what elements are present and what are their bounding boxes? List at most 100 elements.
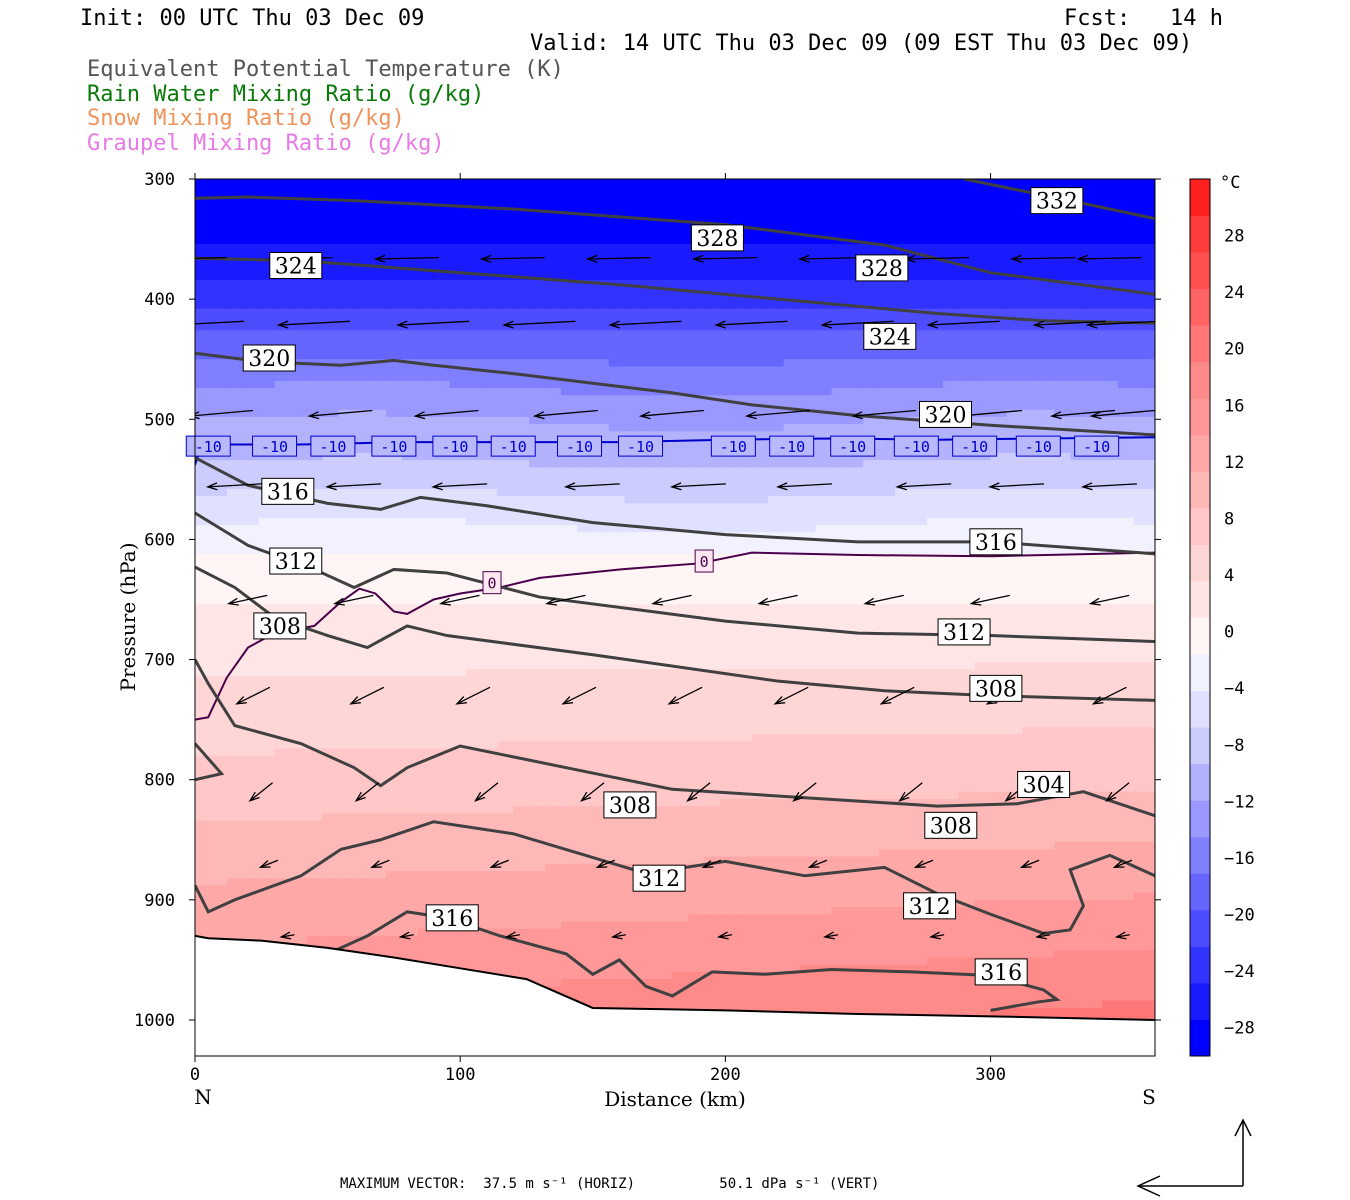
temperature-cell bbox=[942, 481, 960, 490]
temperature-cell bbox=[1006, 323, 1024, 331]
temperature-cell bbox=[417, 481, 435, 490]
temperature-cell bbox=[449, 215, 467, 223]
temperature-cell bbox=[529, 380, 546, 389]
temperature-cell bbox=[274, 589, 292, 598]
temperature-cell bbox=[545, 243, 562, 252]
temperature-cell bbox=[322, 762, 339, 771]
temperature-cell bbox=[306, 647, 323, 656]
temperature-cell bbox=[513, 294, 530, 303]
temperature-cell bbox=[974, 726, 992, 735]
temperature-cell bbox=[974, 229, 992, 238]
temperature-cell bbox=[401, 279, 419, 288]
temperature-cell bbox=[656, 236, 673, 245]
temperature-cell bbox=[1086, 568, 1103, 577]
temperature-cell bbox=[354, 395, 371, 404]
temperature-cell bbox=[720, 258, 737, 267]
temperature-cell bbox=[783, 373, 801, 382]
temperature-cell bbox=[560, 712, 578, 721]
temperature-cell bbox=[1022, 279, 1039, 288]
temperature-cell bbox=[624, 294, 642, 303]
temperature-cell bbox=[735, 755, 753, 764]
temperature-cell bbox=[879, 611, 896, 620]
temperature-cell bbox=[1006, 589, 1024, 598]
temperature-cell bbox=[592, 323, 610, 331]
temperature-cell bbox=[608, 452, 626, 461]
temperature-cell bbox=[799, 193, 817, 202]
temperature-cell bbox=[672, 582, 689, 591]
temperature-cell bbox=[704, 748, 721, 757]
temperature-cell bbox=[640, 719, 658, 728]
temperature-cell bbox=[195, 517, 212, 526]
temperature-cell bbox=[751, 633, 769, 641]
temperature-cell bbox=[990, 748, 1008, 757]
temperature-cell bbox=[576, 633, 594, 641]
temperature-cell bbox=[465, 474, 483, 483]
temperature-cell bbox=[290, 647, 307, 656]
temperature-cell bbox=[990, 640, 1008, 649]
temperature-cell bbox=[433, 251, 451, 259]
temperature-cell bbox=[640, 661, 658, 670]
temperature-cell bbox=[465, 315, 483, 324]
temperature-cell bbox=[1117, 351, 1135, 360]
temperature-cell bbox=[354, 589, 371, 598]
temperature-cell bbox=[1086, 388, 1103, 396]
temperature-cell bbox=[433, 186, 451, 195]
temperature-cell bbox=[322, 351, 339, 360]
temperature-cell bbox=[911, 359, 928, 368]
temperature-cell bbox=[370, 373, 387, 382]
temperature-cell bbox=[274, 315, 292, 324]
temperature-cell bbox=[863, 186, 880, 195]
temperature-cell bbox=[497, 287, 514, 295]
temperature-cell bbox=[242, 388, 260, 396]
temperature-cell bbox=[799, 215, 817, 223]
temperature-cell bbox=[799, 488, 817, 497]
temperature-cell bbox=[465, 524, 483, 533]
temperature-cell bbox=[545, 388, 562, 396]
temperature-cell bbox=[783, 265, 801, 274]
temperature-cell bbox=[640, 604, 658, 613]
temperature-fill bbox=[195, 179, 1155, 1056]
temperature-cell bbox=[688, 705, 705, 714]
temperature-cell bbox=[481, 532, 498, 541]
temperature-cell bbox=[1086, 633, 1103, 641]
temperature-cell bbox=[799, 647, 817, 656]
temperature-cell bbox=[385, 395, 403, 404]
temperature-cell bbox=[1149, 438, 1155, 447]
temperature-cell bbox=[385, 524, 403, 533]
temperature-cell bbox=[831, 344, 848, 353]
temperature-cell bbox=[958, 712, 976, 721]
temperature-cell bbox=[783, 424, 801, 432]
temperature-cell bbox=[1086, 532, 1103, 541]
temperature-cell bbox=[704, 532, 721, 541]
temperature-cell bbox=[958, 179, 976, 187]
temperature-cell bbox=[1054, 481, 1071, 490]
temperature-cell bbox=[417, 553, 435, 562]
temperature-cell bbox=[1117, 402, 1135, 411]
temperature-cell bbox=[879, 625, 896, 634]
temperature-cell bbox=[958, 215, 976, 223]
temperature-cell bbox=[863, 517, 880, 526]
temperature-cell bbox=[974, 712, 992, 721]
temperature-cell bbox=[242, 762, 260, 771]
temperature-cell bbox=[417, 315, 435, 324]
temperature-cell bbox=[497, 243, 514, 252]
temperature-cell bbox=[1070, 315, 1087, 324]
temperature-cell bbox=[720, 215, 737, 223]
temperature-cell bbox=[385, 315, 403, 324]
temperature-cell bbox=[1149, 503, 1155, 512]
temperature-cell bbox=[831, 597, 848, 605]
temperature-cell bbox=[608, 431, 626, 440]
temperature-cell bbox=[1133, 416, 1151, 425]
temperature-cell bbox=[974, 251, 992, 259]
temperature-cell bbox=[354, 337, 371, 346]
temperature-cell bbox=[592, 690, 610, 699]
temperature-cell bbox=[433, 380, 451, 389]
temperature-cell bbox=[783, 337, 801, 346]
temperature-cell bbox=[1117, 661, 1135, 670]
temperature-cell bbox=[592, 416, 610, 425]
temperature-cell bbox=[895, 402, 912, 411]
temperature-cell bbox=[688, 625, 705, 634]
temperature-cell bbox=[767, 207, 785, 216]
temperature-cell bbox=[895, 748, 912, 757]
temperature-cell bbox=[290, 229, 307, 238]
